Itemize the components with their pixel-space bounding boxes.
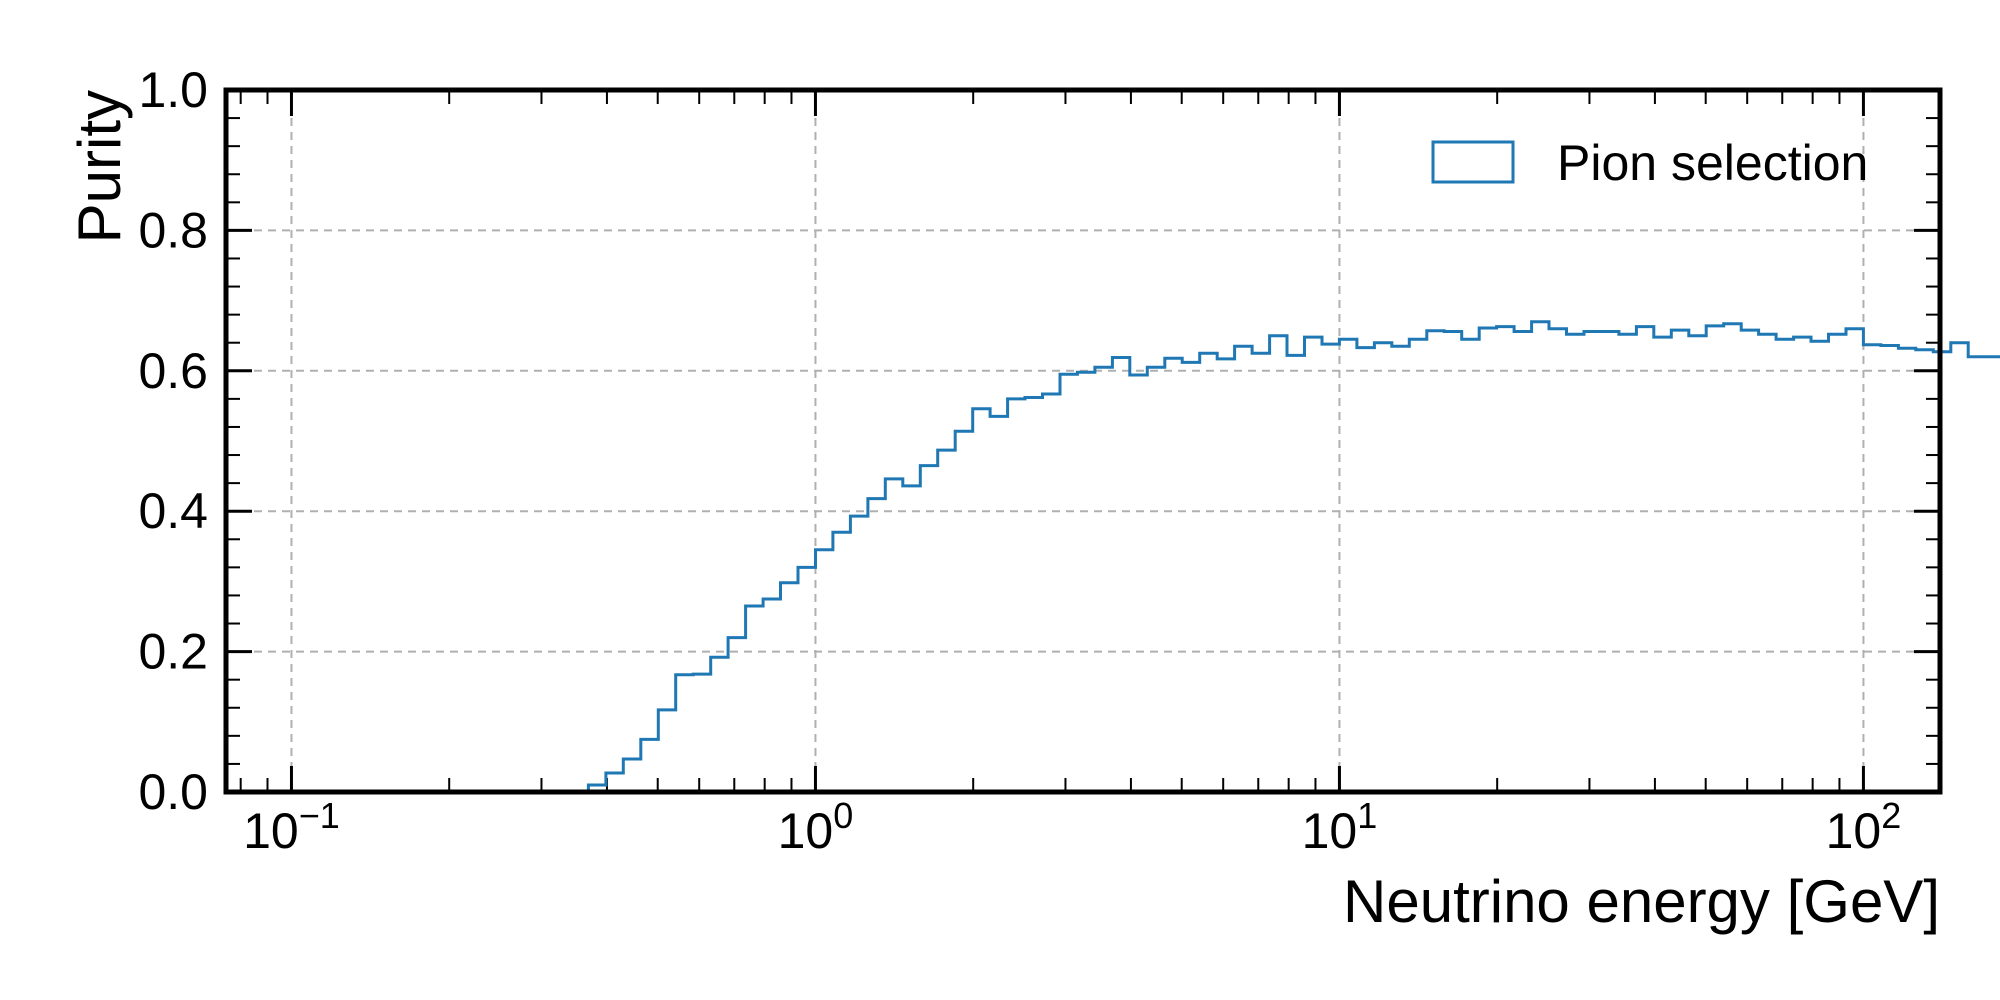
y-tick-label: 0.2 [138, 624, 208, 680]
x-tick-exponent: 2 [1881, 795, 1901, 836]
x-tick-exponent: 1 [1357, 795, 1377, 836]
x-tick-label: 101 [1302, 795, 1378, 859]
x-axis-label: Neutrino energy [GeV] [1343, 868, 1940, 935]
x-tick-exponent: −1 [299, 795, 340, 836]
x-tick-label: 10−1 [243, 795, 340, 859]
major-ticks [226, 88, 1940, 794]
x-tick-label: 100 [778, 795, 854, 859]
grid-lines [226, 90, 1940, 792]
y-axis-label: Purity [66, 90, 133, 243]
x-tick-labels: 10−1 100 101 102 [243, 795, 1901, 859]
legend: Pion selection [1431, 135, 1868, 191]
y-tick-label: 0.0 [138, 764, 208, 820]
minor-ticks [226, 90, 1940, 792]
x-tick-exponent: 0 [833, 795, 853, 836]
x-tick-label: 102 [1826, 795, 1902, 859]
y-tick-labels: 0.0 0.2 0.4 0.6 0.8 1.0 [138, 62, 208, 820]
legend-label: Pion selection [1557, 135, 1868, 191]
y-tick-label: 0.6 [138, 343, 208, 399]
plot-frame [223, 87, 1943, 795]
legend-swatch [1431, 140, 1515, 184]
series-pion-selection-line [291, 320, 2000, 794]
y-tick-label: 0.4 [138, 483, 208, 539]
y-tick-label: 1.0 [138, 62, 208, 118]
y-tick-label: 0.8 [138, 202, 208, 258]
